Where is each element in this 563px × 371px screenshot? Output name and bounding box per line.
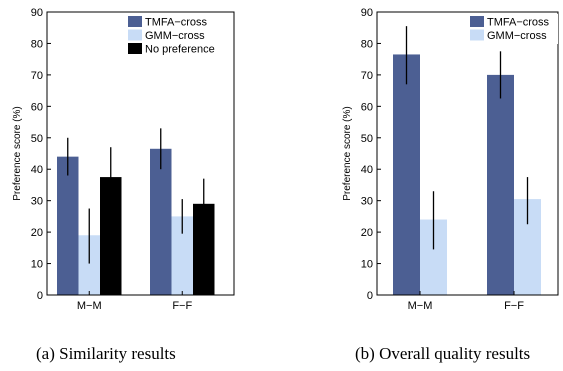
bar-gmm-cross-f-f [171, 216, 193, 295]
bar-no-preference-f-f [193, 203, 215, 295]
x-tick-label: M−M [77, 300, 102, 312]
legend-swatch-gmm-cross [470, 29, 484, 41]
chart-2: 0 10 20 30 40 50 60 70 80 90 M−M F−F Preference scor… [342, 7, 559, 312]
bar-no-preference-m-m [100, 177, 122, 295]
legend-background [128, 14, 232, 58]
x-tick-label: M−M [408, 300, 433, 312]
y-tick-label: 10 [31, 259, 43, 271]
y-tick-label: 40 [361, 164, 373, 176]
y-tick-label: 20 [31, 227, 43, 239]
legend-label-no-preference: No preference [145, 44, 215, 56]
bar-tmfa-cross-f-f [150, 148, 172, 295]
x-tick-label: F−F [172, 300, 192, 312]
legend-label-gmm-cross: GMM−cross [145, 30, 205, 42]
y-tick-label: 30 [31, 196, 43, 208]
legend-label-tmfa-cross: TMFA−cross [487, 17, 550, 29]
y-tick-label: 10 [361, 259, 373, 271]
y-axis-label: Preference score (%) [342, 106, 353, 200]
y-tick-label: 30 [361, 196, 373, 208]
legend-label-tmfa-cross: TMFA−cross [145, 17, 208, 29]
x-tick-label: F−F [504, 300, 524, 312]
y-tick-label: 80 [31, 38, 43, 50]
legend-swatch-tmfa-cross [128, 16, 142, 27]
y-tick-label: 70 [361, 70, 373, 82]
legend-swatch-no-preference [128, 43, 142, 54]
legend-swatch-gmm-cross [128, 29, 142, 41]
y-tick-label: 0 [37, 290, 43, 302]
y-tick-label: 90 [361, 7, 373, 19]
caption-similarity: (a) Similarity results [36, 344, 176, 363]
y-tick-label: 60 [361, 101, 373, 113]
bar-gmm-cross-m-m [78, 235, 100, 295]
caption-overall-quality: (b) Overall quality results [355, 344, 531, 363]
y-axis-label: Preference score (%) [12, 106, 23, 200]
y-tick-label: 60 [31, 101, 43, 113]
plot-frame [376, 11, 559, 296]
legend-background [470, 14, 558, 44]
bar-tmfa-cross-m-m [57, 156, 79, 295]
y-tick-label: 0 [367, 290, 373, 302]
y-tick-label: 90 [31, 7, 43, 19]
chart-1: 0 10 20 30 40 50 60 70 80 90 M−M F−F Preference scor… [12, 7, 235, 312]
y-tick-label: 50 [31, 133, 43, 145]
y-tick-label: 40 [31, 164, 43, 176]
bar-tmfa-cross-f-f [487, 74, 514, 295]
legend-label-gmm-cross: GMM−cross [487, 30, 547, 42]
y-tick-label: 50 [361, 133, 373, 145]
y-tick-label: 70 [31, 70, 43, 82]
plot-frame [46, 11, 235, 296]
y-tick-label: 80 [361, 38, 373, 50]
y-tick-label: 20 [361, 227, 373, 239]
legend-swatch-tmfa-cross [470, 16, 484, 27]
bar-tmfa-cross-m-m [393, 54, 420, 296]
